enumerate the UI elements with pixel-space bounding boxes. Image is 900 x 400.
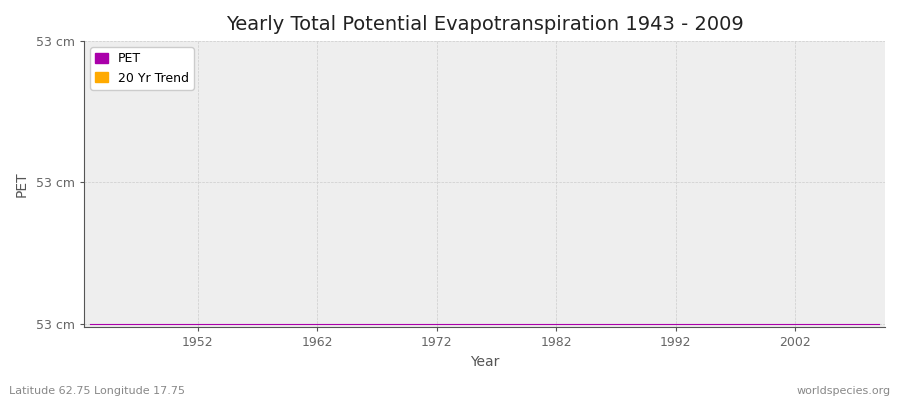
Text: Latitude 62.75 Longitude 17.75: Latitude 62.75 Longitude 17.75 [9,386,185,396]
Text: worldspecies.org: worldspecies.org [796,386,891,396]
Legend: PET, 20 Yr Trend: PET, 20 Yr Trend [90,47,194,90]
X-axis label: Year: Year [470,355,500,369]
Y-axis label: PET: PET [15,172,29,197]
Title: Yearly Total Potential Evapotranspiration 1943 - 2009: Yearly Total Potential Evapotranspiratio… [226,15,743,34]
